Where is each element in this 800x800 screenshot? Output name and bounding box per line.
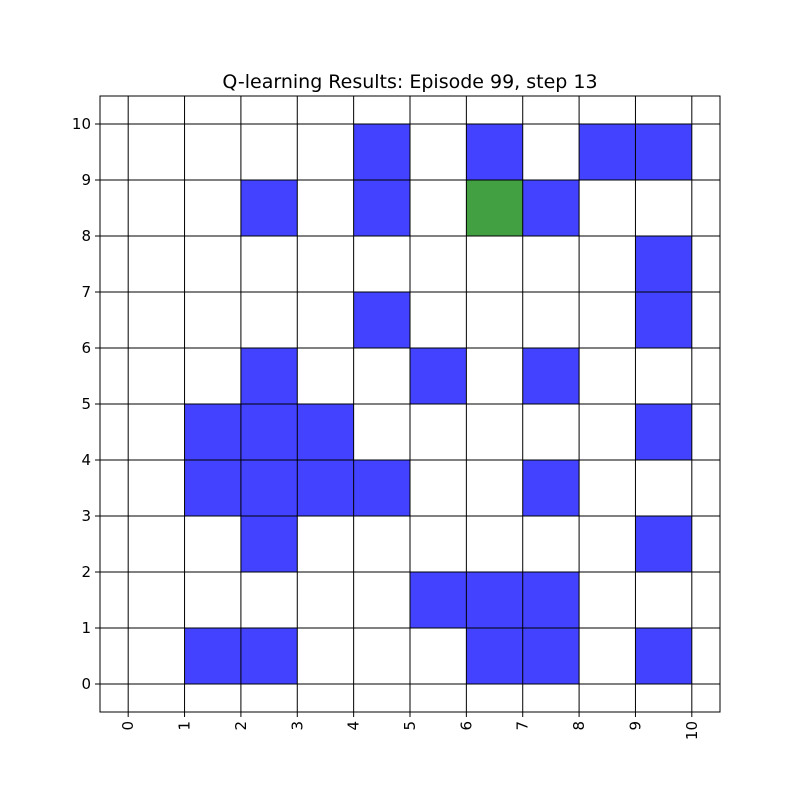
- y-tick-label: 7: [81, 283, 91, 301]
- obstacle-cell: [353, 180, 410, 236]
- obstacle-cell: [579, 124, 636, 180]
- obstacle-cell: [240, 516, 298, 572]
- x-tick-label: 5: [401, 721, 419, 731]
- obstacle-cell: [410, 572, 467, 628]
- y-tick-label: 4: [81, 451, 91, 469]
- y-tick-label: 10: [72, 115, 91, 133]
- chart-title: Q-learning Results: Episode 99, step 13: [222, 71, 597, 93]
- obstacle-cell: [240, 460, 298, 516]
- x-tick-label: 1: [176, 721, 194, 731]
- obstacle-cell: [240, 348, 298, 404]
- obstacle-cell: [184, 460, 241, 516]
- obstacle-cell: [635, 292, 692, 348]
- y-tick-label: 9: [81, 171, 91, 189]
- obstacle-cell: [635, 516, 692, 572]
- y-tick-label: 6: [81, 339, 91, 357]
- obstacle-cell: [522, 180, 580, 236]
- obstacle-cell: [240, 628, 298, 684]
- obstacle-cell: [297, 404, 354, 460]
- y-tick-label: 3: [81, 507, 91, 525]
- y-axis-ticks: 0 1 2 3 4 5 6 7 8 9 10: [72, 115, 100, 693]
- obstacle-cell: [353, 460, 410, 516]
- x-tick-label: 3: [288, 721, 306, 731]
- obstacle-cell: [522, 572, 580, 628]
- x-tick-label: 10: [683, 721, 701, 740]
- x-tick-label: 7: [514, 721, 532, 731]
- obstacle-cell: [635, 124, 692, 180]
- obstacle-cell: [466, 628, 523, 684]
- obstacle-cell: [635, 404, 692, 460]
- y-tick-label: 8: [81, 227, 91, 245]
- obstacle-cell: [522, 348, 580, 404]
- x-tick-label: 8: [570, 721, 588, 731]
- x-tick-label: 4: [345, 721, 363, 731]
- obstacle-cell: [466, 572, 523, 628]
- cells-layer: [184, 124, 692, 684]
- x-tick-label: 2: [232, 721, 250, 731]
- x-tick-label: 9: [626, 721, 644, 731]
- x-tick-label: 0: [119, 721, 137, 731]
- y-tick-label: 1: [81, 619, 91, 637]
- obstacle-cell: [635, 236, 692, 292]
- agent-cell: [466, 180, 523, 236]
- obstacle-cell: [353, 124, 410, 180]
- y-tick-label: 0: [81, 675, 91, 693]
- obstacle-cell: [410, 348, 467, 404]
- x-tick-label: 6: [457, 721, 475, 731]
- y-tick-label: 5: [81, 395, 91, 413]
- obstacle-cell: [466, 124, 523, 180]
- y-tick-label: 2: [81, 563, 91, 581]
- obstacle-cell: [353, 292, 410, 348]
- obstacle-cell: [240, 404, 298, 460]
- obstacle-cell: [184, 628, 241, 684]
- obstacle-cell: [184, 404, 241, 460]
- obstacle-cell: [522, 628, 580, 684]
- grid-lines: [100, 96, 720, 712]
- obstacle-cell: [522, 460, 580, 516]
- obstacle-cell: [297, 460, 354, 516]
- obstacle-cell: [240, 180, 298, 236]
- obstacle-cell: [635, 628, 692, 684]
- x-axis-ticks: 0 1 2 3 4 5 6 7 8 9 10: [119, 712, 701, 740]
